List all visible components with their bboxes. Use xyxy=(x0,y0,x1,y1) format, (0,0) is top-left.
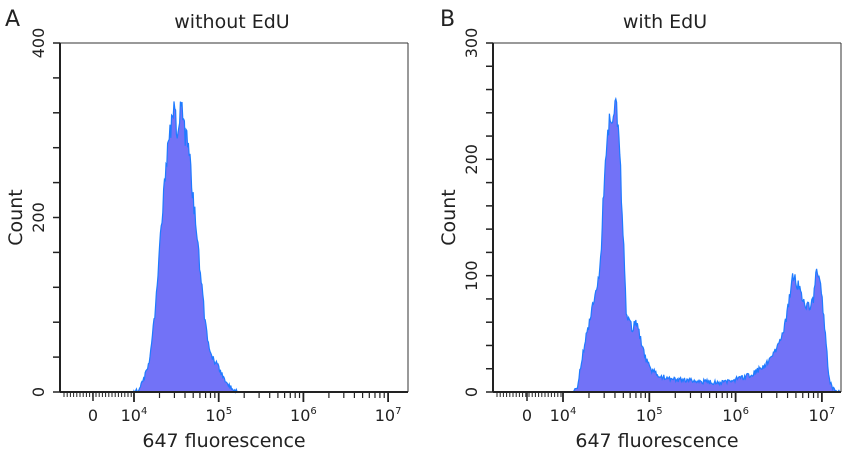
y-tick-label: 200 xyxy=(462,144,481,175)
y-tick-label: 0 xyxy=(29,387,48,397)
x-tick-label: 105 xyxy=(205,406,232,425)
y-axis-label: Count xyxy=(5,189,27,245)
histogram-area xyxy=(572,96,840,393)
histogram-area xyxy=(133,101,239,394)
chart-title: without EdU xyxy=(174,11,289,33)
y-tick-label: 200 xyxy=(29,202,48,233)
y-tick-label: 300 xyxy=(462,28,481,59)
x-tick-label: 107 xyxy=(809,406,836,425)
x-axis-label: 647 fluorescence xyxy=(575,430,738,452)
panel-label: A xyxy=(5,7,20,32)
x-axis-label: 647 fluorescence xyxy=(142,430,305,452)
panel-label: B xyxy=(440,7,455,32)
y-tick-label: 0 xyxy=(462,387,481,397)
y-tick-label: 400 xyxy=(29,28,48,59)
x-tick-label: 105 xyxy=(636,406,663,425)
x-tick-label: 106 xyxy=(722,406,749,425)
y-axis-label: Count xyxy=(438,189,460,245)
x-tick-label: 0 xyxy=(522,406,532,425)
x-tick-label: 104 xyxy=(121,406,148,425)
x-tick-label: 106 xyxy=(290,406,317,425)
x-tick-label: 0 xyxy=(88,406,98,425)
x-tick-label: 104 xyxy=(550,406,577,425)
x-tick-label: 107 xyxy=(375,406,402,425)
chart-title: with EdU xyxy=(623,11,707,33)
y-tick-label: 100 xyxy=(462,260,481,291)
